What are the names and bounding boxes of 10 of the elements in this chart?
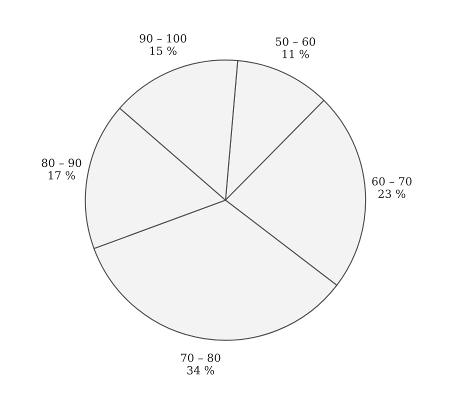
slice-label: 50 – 60 [276, 37, 316, 46]
data-label: 11 % [282, 50, 309, 58]
slice-label: 70 – 80 [181, 354, 220, 362]
data-label: 34 % [187, 366, 214, 374]
data-label: 23 % [378, 190, 406, 198]
data-label: 15 % [150, 46, 177, 56]
slice-label: 80 – 90 [42, 158, 82, 168]
slice-label: 60 – 70 [372, 177, 412, 186]
data-label: 17 % [48, 171, 76, 180]
slice-label: 90 – 100 [140, 34, 186, 43]
